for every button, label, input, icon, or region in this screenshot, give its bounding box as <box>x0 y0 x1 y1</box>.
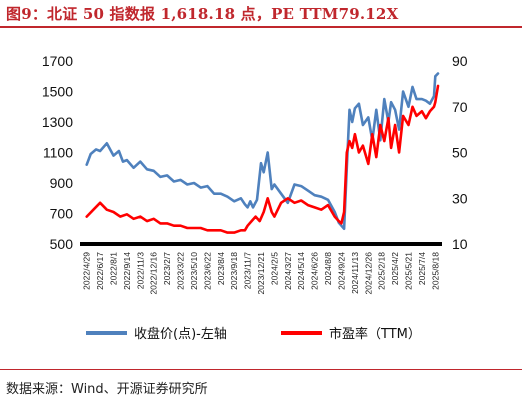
left-axis-ticks: 500 700 900 1100 1300 1500 1700 <box>42 53 73 252</box>
x-tick-label: 2022/9/14 <box>122 252 132 290</box>
left-tick-label: 1100 <box>43 145 73 161</box>
source-rule <box>0 369 522 370</box>
left-tick-label: 1700 <box>42 53 73 69</box>
x-tick-label: 2022/8/1 <box>109 252 119 285</box>
left-tick-label: 1300 <box>42 114 73 130</box>
x-axis-ticks: 2022/4/29 2022/6/17 2022/8/1 2022/9/14 2022/… <box>82 252 441 295</box>
right-tick-label: 90 <box>452 53 468 69</box>
right-tick-label: 30 <box>452 190 468 206</box>
right-axis-ticks: 10 30 50 70 90 <box>452 53 468 252</box>
x-tick-label: 2024/5/14 <box>296 252 306 290</box>
left-tick-label: 1500 <box>42 84 73 100</box>
x-tick-label: 2025/4/2 <box>390 252 400 285</box>
x-tick-label: 2023/12/21 <box>256 252 266 295</box>
x-tick-label: 2025/2/18 <box>377 252 387 290</box>
x-tick-label: 2023/8/4 <box>216 252 226 285</box>
x-tick-label: 2024/2/5 <box>269 252 279 285</box>
x-tick-label: 2023/3/22 <box>176 252 186 290</box>
x-tick-label: 2023/2/7 <box>162 252 172 285</box>
chart-title: 图9：北证 50 指数报 1,618.18 点，PE TTM79.12X <box>6 5 399 23</box>
series-lines <box>85 72 440 234</box>
right-tick-label: 50 <box>452 145 468 161</box>
x-axis-line <box>80 242 442 246</box>
source-note: 数据来源：Wind、开源证券研究所 <box>6 382 208 397</box>
x-tick-label: 2022/11/3 <box>135 252 145 289</box>
x-tick-label: 2025/7/4 <box>417 252 427 285</box>
x-tick-label: 2023/6/22 <box>202 252 212 290</box>
x-tick-label: 2024/12/26 <box>363 252 373 295</box>
pe-ttm-line <box>85 84 440 234</box>
legend: 收盘价(点)-左轴 市盈率（TTM） <box>86 326 421 342</box>
legend-label-index: 收盘价(点)-左轴 <box>134 326 227 342</box>
left-tick-label: 900 <box>50 175 74 191</box>
right-tick-label: 10 <box>452 236 468 252</box>
x-tick-label: 2023/5/10 <box>189 252 199 290</box>
x-tick-label: 2024/6/26 <box>310 252 320 290</box>
right-tick-label: 70 <box>452 99 468 115</box>
x-tick-label: 2024/3/27 <box>283 252 293 290</box>
title-rule <box>0 26 522 28</box>
left-tick-label: 500 <box>50 236 74 252</box>
x-tick-label: 2025/5/21 <box>403 252 413 290</box>
legend-label-pe: 市盈率（TTM） <box>329 326 421 342</box>
x-tick-label: 2024/11/13 <box>350 252 360 294</box>
x-tick-label: 2022/6/17 <box>95 252 105 290</box>
x-tick-label: 2022/4/29 <box>82 252 92 290</box>
x-tick-label: 2025/8/18 <box>430 252 440 290</box>
index-close-line <box>85 72 440 231</box>
x-tick-label: 2024/8/8 <box>323 252 333 285</box>
x-tick-label: 2022/12/16 <box>149 252 159 295</box>
x-tick-label: 2023/9/18 <box>229 252 239 290</box>
left-tick-label: 700 <box>50 206 74 222</box>
x-tick-label: 2024/9/24 <box>336 252 346 290</box>
x-tick-label: 2023/11/7 <box>243 252 253 289</box>
